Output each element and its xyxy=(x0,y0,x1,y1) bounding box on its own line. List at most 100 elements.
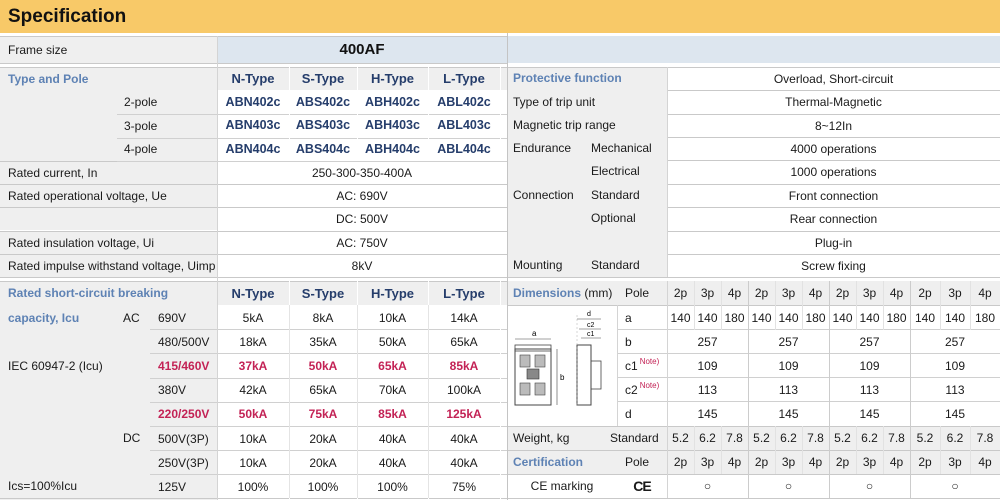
col-divider xyxy=(883,281,884,330)
cert-pole-header: Pole xyxy=(617,450,667,474)
cert-pole-col: 3p xyxy=(856,450,883,474)
pad xyxy=(500,281,507,305)
row-divider xyxy=(507,426,1000,427)
connection-label: Connection xyxy=(513,188,574,202)
type-header: H-Type xyxy=(357,67,428,90)
breaking-value: 50kA xyxy=(378,334,407,349)
pole-header: Pole xyxy=(617,281,667,305)
ac-label: AC xyxy=(123,311,140,325)
iec-label: IEC 60947-2 (Icu) xyxy=(8,359,103,373)
row-divider xyxy=(150,450,507,452)
dim-c1-value: 109 xyxy=(697,358,718,373)
voltage-label: 480/500V xyxy=(158,334,210,349)
cert-pole-col: 2p xyxy=(748,450,775,474)
row-divider xyxy=(667,231,1000,232)
model-code: ABH402c xyxy=(365,94,420,109)
ce-check-mark: ○ xyxy=(865,479,874,493)
col-divider xyxy=(940,281,941,330)
row-divider xyxy=(0,36,507,37)
type-header: S-Type xyxy=(289,67,357,90)
dim-a-value: 140 xyxy=(751,310,772,325)
breaking-value: 75kA xyxy=(308,407,338,422)
col-divider xyxy=(721,281,722,330)
col-divider xyxy=(910,281,911,498)
breaking-value: 100% xyxy=(377,479,408,494)
dim-a-value: 140 xyxy=(670,310,691,325)
plug-in: Plug-in xyxy=(814,235,853,250)
pole-col-header: 2p xyxy=(829,281,856,305)
protective-value: Overload, Short-circuit xyxy=(773,71,894,86)
trip-unit-value: Thermal-Magnetic xyxy=(785,95,882,109)
row-divider xyxy=(617,401,1000,402)
col-divider xyxy=(856,426,857,474)
col-divider xyxy=(775,426,776,474)
row-divider xyxy=(0,184,507,185)
col-divider xyxy=(856,281,857,330)
breaking-value: 100kA xyxy=(446,383,482,398)
pole-label: 3-pole xyxy=(124,118,158,133)
rated-uimp-value: 8kV xyxy=(351,258,373,273)
col-divider xyxy=(748,281,749,498)
col-divider xyxy=(507,33,508,500)
weight-value: 5.2 xyxy=(910,426,940,450)
pole-col-header: 2p xyxy=(667,281,694,305)
breaker-dimension-icon: a b d c2 c1 xyxy=(514,311,602,406)
voltage-label: 500V(3P) xyxy=(158,431,209,446)
row-divider xyxy=(667,114,1000,115)
model-code: ABL402c xyxy=(437,94,491,109)
cert-pole-col: 4p xyxy=(802,450,829,474)
svg-text:c1: c1 xyxy=(587,331,595,338)
cert-pole-col: 4p xyxy=(970,450,1000,474)
col-divider xyxy=(667,281,668,498)
ce-check-mark: ○ xyxy=(703,479,712,493)
voltage-label: 415/460V xyxy=(158,358,210,373)
row-divider xyxy=(507,67,667,68)
col-divider xyxy=(617,305,618,426)
row-divider xyxy=(0,277,507,278)
model-code: ABS402c xyxy=(295,94,351,109)
ce-check-mark: ○ xyxy=(951,479,959,493)
col-divider xyxy=(428,305,429,498)
dim-d-value: 145 xyxy=(859,406,880,421)
dim-b-value: 257 xyxy=(778,334,799,349)
dim-a-value: 180 xyxy=(886,310,907,325)
cert-pole-col: 3p xyxy=(694,450,721,474)
model-code: ABH404c xyxy=(365,141,420,156)
col-divider xyxy=(970,281,971,330)
model-code: ABN404c xyxy=(225,141,281,156)
row-divider xyxy=(667,254,1000,255)
voltage-label: 250V(3P) xyxy=(158,455,209,470)
col-divider xyxy=(500,67,501,161)
row-divider xyxy=(150,329,507,331)
row-divider xyxy=(507,305,1000,306)
weight-standard: Standard xyxy=(610,426,667,450)
col-divider xyxy=(694,281,695,330)
col-divider xyxy=(802,281,803,330)
weight-value: 6.2 xyxy=(694,426,721,450)
frame-size-label: Frame size xyxy=(0,36,217,63)
frame-size-value: 400AF xyxy=(217,36,507,63)
cert-pole-col: 2p xyxy=(910,450,940,474)
dim-c2-value: 113 xyxy=(778,382,799,397)
breaking-value: 10kA xyxy=(378,310,407,325)
mechanical-value: 4000 operations xyxy=(790,141,877,156)
breaking-value: 14kA xyxy=(450,310,478,325)
dim-b-value: 257 xyxy=(944,334,966,349)
pole-col-header: 2p xyxy=(910,281,940,305)
row-divider xyxy=(667,90,1000,91)
ics-label: Ics=100%Icu xyxy=(8,479,78,493)
pole-label: 2-pole xyxy=(124,95,158,109)
row-divider xyxy=(0,63,507,64)
type-pole-label: Type and Pole xyxy=(8,72,89,86)
row-divider xyxy=(667,207,1000,208)
col-divider xyxy=(829,281,830,498)
row-divider xyxy=(507,498,1000,499)
breaking-value: 20kA xyxy=(309,455,337,470)
dim-c2-value: 113 xyxy=(859,382,880,397)
row-divider xyxy=(617,329,1000,330)
dim-label-bg xyxy=(507,281,617,305)
col-divider xyxy=(694,426,695,474)
breaking-value: 100% xyxy=(237,479,269,494)
model-code: ABH403c xyxy=(365,118,420,133)
dim-c1-value: 109 xyxy=(944,358,966,373)
